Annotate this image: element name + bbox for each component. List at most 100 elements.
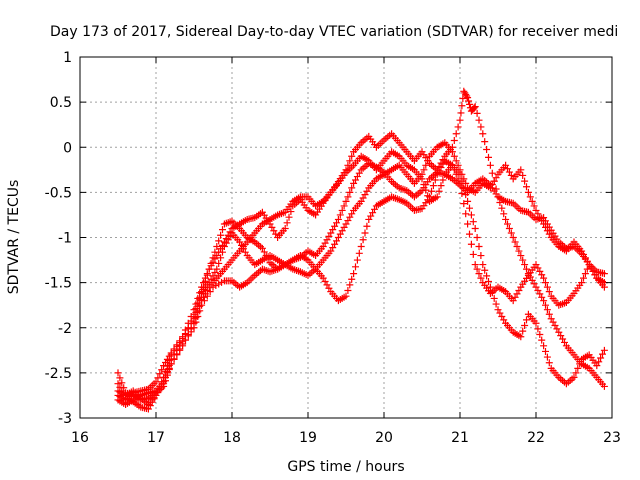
- data-point: [599, 350, 606, 358]
- data-point: [600, 382, 608, 390]
- x-tick-label: 21: [451, 430, 469, 446]
- data-point: [340, 202, 348, 210]
- data-point: [600, 270, 608, 278]
- data-point: [457, 109, 465, 117]
- data-point: [217, 231, 225, 239]
- x-tick-label: 19: [299, 430, 317, 446]
- data-point: [540, 297, 548, 305]
- data-point: [580, 274, 587, 282]
- data-point: [156, 370, 164, 378]
- data-point: [496, 199, 504, 207]
- data-point: [336, 211, 344, 219]
- data-point: [342, 197, 350, 205]
- data-point: [523, 183, 530, 191]
- data-point: [459, 95, 467, 103]
- data-point: [344, 287, 352, 295]
- data-point: [483, 146, 491, 154]
- data-point: [452, 157, 460, 165]
- data-point: [542, 347, 549, 355]
- data-point: [201, 274, 209, 282]
- x-tick-label: 23: [603, 430, 621, 446]
- y-tick-label: -3: [58, 411, 72, 427]
- x-axis-label: GPS time / hours: [287, 459, 404, 475]
- data-point: [488, 289, 496, 297]
- data-point: [521, 261, 529, 269]
- data-point: [481, 266, 489, 274]
- data-point: [429, 182, 437, 190]
- data-point: [481, 138, 489, 146]
- data-point: [492, 300, 500, 308]
- data-point: [473, 109, 481, 117]
- data-point: [437, 182, 445, 190]
- data-point: [545, 288, 553, 296]
- data-point: [483, 272, 491, 280]
- data-point: [420, 180, 428, 188]
- series-track-5: [114, 139, 608, 408]
- data-point: [545, 310, 553, 318]
- data-point: [519, 327, 527, 335]
- data-point: [477, 252, 485, 260]
- x-tick-label: 20: [375, 430, 393, 446]
- data-point: [466, 204, 473, 212]
- data-point: [281, 224, 289, 232]
- data-point: [534, 325, 542, 333]
- data-point: [170, 351, 178, 359]
- data-point: [346, 157, 354, 165]
- data-point: [424, 192, 432, 200]
- data-point: [162, 374, 169, 382]
- data-point: [464, 197, 472, 205]
- data-point: [469, 250, 477, 258]
- data-point: [477, 274, 485, 282]
- y-tick-label: -2: [58, 321, 72, 337]
- data-point: [464, 220, 472, 228]
- data-point: [543, 306, 551, 314]
- data-point: [475, 270, 483, 278]
- data-point: [504, 220, 511, 228]
- x-tick-label: 18: [223, 430, 241, 446]
- data-point: [363, 222, 371, 230]
- data-point: [486, 283, 494, 291]
- data-point: [458, 102, 466, 110]
- data-point: [593, 362, 601, 370]
- data-point: [458, 190, 466, 198]
- data-point: [507, 229, 515, 237]
- x-tick-label: 17: [147, 430, 165, 446]
- data-point: [462, 179, 470, 187]
- data-point: [578, 279, 586, 287]
- data-point: [519, 171, 527, 179]
- data-point: [486, 161, 494, 169]
- data-point: [517, 333, 525, 341]
- data-point: [458, 170, 466, 178]
- data-point: [479, 261, 487, 269]
- data-point: [456, 166, 464, 174]
- data-point: [352, 263, 359, 271]
- data-point: [361, 229, 369, 237]
- data-point: [500, 210, 508, 218]
- data-point: [435, 187, 443, 195]
- y-tick-label: -0.5: [45, 185, 72, 201]
- data-point: [160, 380, 168, 388]
- chart-title: Day 173 of 2017, Sidereal Day-to-day VTE…: [50, 24, 618, 40]
- data-point: [184, 324, 192, 332]
- data-point: [473, 265, 481, 273]
- data-point: [217, 254, 225, 262]
- data-point: [460, 200, 468, 208]
- data-point: [502, 215, 510, 223]
- data-point: [543, 353, 551, 361]
- data-point: [572, 369, 580, 377]
- data-point: [431, 176, 439, 184]
- data-point: [359, 236, 367, 244]
- x-tick-label: 22: [527, 430, 545, 446]
- data-point: [420, 166, 428, 174]
- data-point: [479, 130, 487, 138]
- data-point: [521, 177, 529, 185]
- data-point: [348, 184, 356, 192]
- data-point: [523, 265, 530, 273]
- data-point: [418, 170, 426, 178]
- data-point: [344, 193, 352, 201]
- y-tick-label: 0: [63, 140, 72, 156]
- data-point: [260, 248, 268, 256]
- data-point: [542, 301, 549, 309]
- grid-layer: [80, 57, 612, 418]
- data-point: [283, 219, 291, 227]
